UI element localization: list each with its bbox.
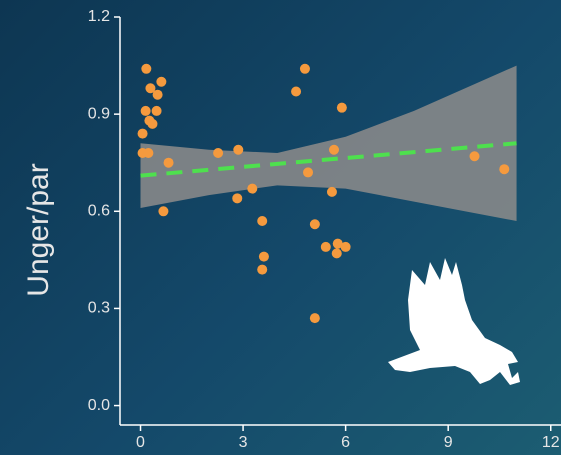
x-tick-label: 6: [341, 434, 350, 451]
data-point: [303, 167, 313, 177]
y-tick-label: 0.0: [88, 397, 110, 414]
data-point: [247, 184, 257, 194]
data-point: [143, 148, 153, 158]
bird-silhouette: [388, 258, 520, 385]
data-point: [156, 77, 166, 87]
data-point: [153, 90, 163, 100]
x-tick-label: 12: [542, 434, 560, 451]
data-point: [257, 265, 267, 275]
data-point: [213, 148, 223, 158]
data-point: [321, 242, 331, 252]
data-point: [147, 119, 157, 129]
data-point: [470, 151, 480, 161]
data-point: [291, 86, 301, 96]
data-point: [329, 145, 339, 155]
x-tick-label: 9: [444, 434, 453, 451]
data-point: [141, 64, 151, 74]
data-point: [259, 252, 269, 262]
data-point: [499, 164, 509, 174]
data-point: [138, 129, 148, 139]
x-tick-label: 3: [239, 434, 248, 451]
data-point: [141, 106, 151, 116]
data-point: [257, 216, 267, 226]
data-point: [232, 193, 242, 203]
data-point: [233, 145, 243, 155]
data-point: [300, 64, 310, 74]
data-point: [310, 219, 320, 229]
chart: Unger/par 0.0 0.3 0.6 0.9 1.2 0 3 6 9 12: [0, 0, 561, 455]
data-point: [164, 158, 174, 168]
y-tick-label: 1.2: [88, 8, 110, 25]
data-point: [158, 206, 168, 216]
y-tick-label: 0.6: [88, 203, 110, 220]
data-point: [341, 242, 351, 252]
data-point: [152, 106, 162, 116]
y-tick-label: 0.3: [88, 300, 110, 317]
confidence-band: [141, 66, 517, 221]
y-axis-label: Unger/par: [22, 163, 55, 296]
data-point: [332, 248, 342, 258]
page: {"chart_data":{"type":"scatter","y_label…: [0, 0, 561, 455]
data-point: [337, 103, 347, 113]
data-point: [310, 313, 320, 323]
y-tick-label: 0.9: [88, 105, 110, 122]
data-point: [327, 187, 337, 197]
x-tick-label: 0: [136, 434, 145, 451]
